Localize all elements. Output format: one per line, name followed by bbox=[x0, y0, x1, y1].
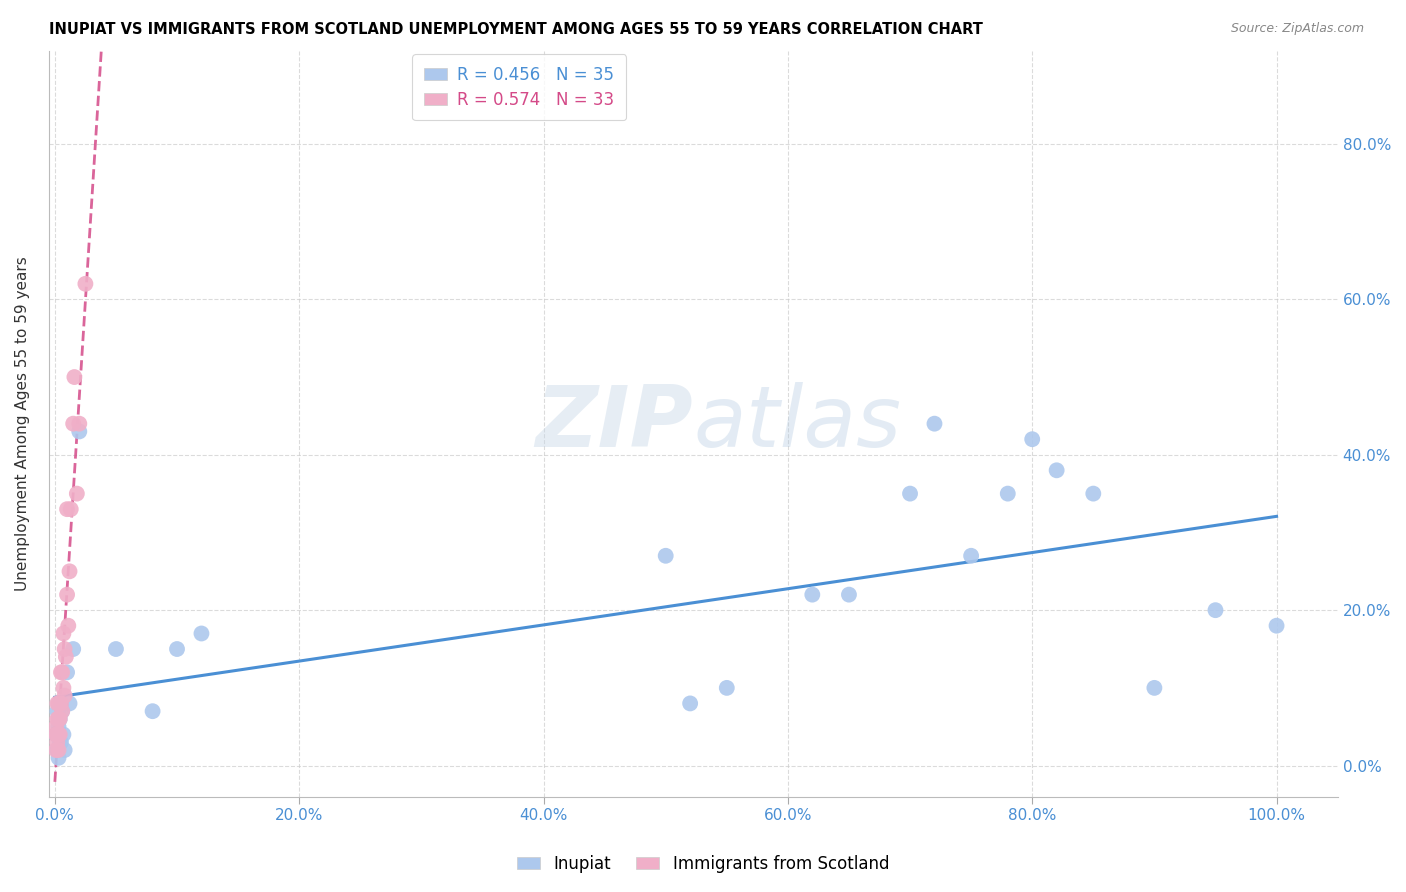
Text: ZIP: ZIP bbox=[536, 382, 693, 465]
Point bbox=[58, 564, 80, 578]
Point bbox=[48, 712, 70, 726]
Point bbox=[46, 712, 69, 726]
Point bbox=[53, 642, 76, 657]
Point bbox=[58, 618, 80, 632]
Point bbox=[49, 697, 72, 711]
Point bbox=[56, 588, 79, 602]
Point bbox=[1265, 618, 1288, 632]
Point bbox=[48, 735, 70, 749]
Point bbox=[53, 689, 76, 703]
Text: INUPIAT VS IMMIGRANTS FROM SCOTLAND UNEMPLOYMENT AMONG AGES 55 TO 59 YEARS CORRE: INUPIAT VS IMMIGRANTS FROM SCOTLAND UNEM… bbox=[49, 22, 983, 37]
Point bbox=[997, 486, 1019, 500]
Point bbox=[52, 681, 75, 695]
Point bbox=[46, 727, 69, 741]
Point bbox=[62, 417, 84, 431]
Point bbox=[45, 727, 67, 741]
Point bbox=[51, 665, 73, 680]
Point bbox=[56, 502, 79, 516]
Point bbox=[48, 727, 70, 741]
Point bbox=[45, 720, 67, 734]
Point bbox=[48, 743, 70, 757]
Point bbox=[48, 697, 70, 711]
Point bbox=[48, 751, 70, 765]
Point bbox=[56, 665, 79, 680]
Y-axis label: Unemployment Among Ages 55 to 59 years: Unemployment Among Ages 55 to 59 years bbox=[15, 256, 30, 591]
Point bbox=[67, 417, 90, 431]
Point bbox=[654, 549, 676, 563]
Point bbox=[49, 697, 72, 711]
Point bbox=[166, 642, 188, 657]
Point bbox=[960, 549, 983, 563]
Point bbox=[55, 649, 77, 664]
Legend: R = 0.456   N = 35, R = 0.574   N = 33: R = 0.456 N = 35, R = 0.574 N = 33 bbox=[412, 54, 626, 120]
Point bbox=[49, 665, 72, 680]
Point bbox=[53, 743, 76, 757]
Point bbox=[48, 720, 70, 734]
Point bbox=[1204, 603, 1226, 617]
Point bbox=[58, 697, 80, 711]
Point bbox=[67, 425, 90, 439]
Point bbox=[1046, 463, 1069, 477]
Point bbox=[48, 712, 70, 726]
Legend: Inupiat, Immigrants from Scotland: Inupiat, Immigrants from Scotland bbox=[510, 848, 896, 880]
Point bbox=[1083, 486, 1105, 500]
Point bbox=[48, 727, 70, 741]
Point bbox=[46, 704, 69, 718]
Point bbox=[49, 735, 72, 749]
Point bbox=[838, 588, 860, 602]
Point bbox=[59, 502, 82, 516]
Point bbox=[48, 697, 70, 711]
Point bbox=[924, 417, 946, 431]
Point bbox=[52, 727, 75, 741]
Point bbox=[142, 704, 165, 718]
Text: Source: ZipAtlas.com: Source: ZipAtlas.com bbox=[1230, 22, 1364, 36]
Point bbox=[1143, 681, 1166, 695]
Point bbox=[75, 277, 97, 291]
Point bbox=[801, 588, 824, 602]
Point bbox=[45, 727, 67, 741]
Point bbox=[51, 704, 73, 718]
Point bbox=[63, 370, 86, 384]
Point bbox=[190, 626, 212, 640]
Point bbox=[46, 743, 69, 757]
Point bbox=[51, 704, 73, 718]
Point bbox=[52, 626, 75, 640]
Text: atlas: atlas bbox=[693, 382, 901, 465]
Point bbox=[1021, 432, 1043, 446]
Point bbox=[46, 697, 69, 711]
Point bbox=[46, 735, 69, 749]
Point bbox=[898, 486, 921, 500]
Point bbox=[716, 681, 738, 695]
Point bbox=[62, 642, 84, 657]
Point bbox=[48, 712, 70, 726]
Point bbox=[45, 743, 67, 757]
Point bbox=[679, 697, 702, 711]
Point bbox=[104, 642, 127, 657]
Point bbox=[66, 486, 89, 500]
